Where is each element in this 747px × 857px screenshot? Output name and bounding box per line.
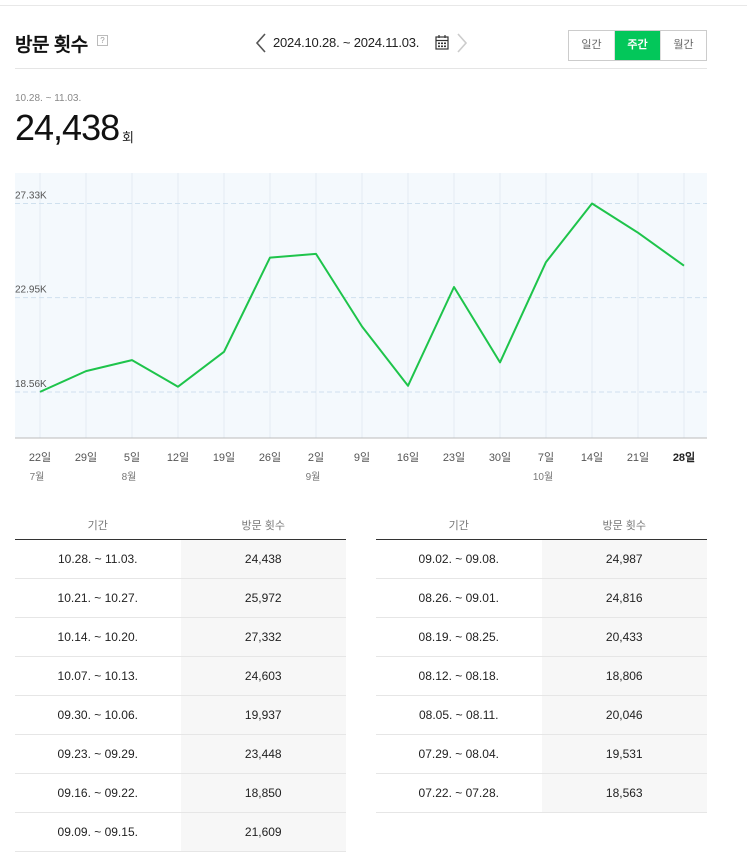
count-cell: 27,332 — [180, 618, 346, 656]
period-cell: 09.23. ~ 09.29. — [57, 747, 138, 761]
table-row: 09.09. ~ 09.15. 21,609 — [15, 813, 346, 852]
period-cell: 07.22. ~ 07.28. — [418, 786, 499, 800]
table-row: 08.26. ~ 09.01. 24,816 — [376, 579, 707, 618]
summary-range: 10.28. ~ 11.03. — [15, 93, 82, 104]
series-line — [39, 202, 685, 393]
period-cell: 09.16. ~ 09.22. — [57, 786, 138, 800]
x-month-label: 9월 — [306, 471, 321, 483]
date-range-label: 2024.10.28. ~ 2024.11.03. — [273, 35, 420, 50]
table-row: 09.02. ~ 09.08. 24,987 — [376, 540, 707, 579]
x-tick-label: 16일 — [397, 450, 419, 464]
period-weekly-button[interactable]: 주간 — [614, 31, 660, 60]
x-tick-label: 26일 — [259, 450, 281, 464]
x-tick-label: 22일 — [29, 450, 51, 464]
count-cell: 24,987 — [541, 540, 707, 578]
x-tick-label: 12일 — [167, 450, 189, 464]
period-cell: 09.09. ~ 09.15. — [57, 825, 138, 839]
period-cell: 09.02. ~ 09.08. — [418, 552, 499, 566]
period-cell: 10.21. ~ 10.27. — [57, 591, 138, 605]
count-cell: 18,850 — [180, 774, 346, 812]
count-cell: 21,609 — [180, 813, 346, 851]
count-cell: 20,433 — [541, 618, 707, 656]
table-row: 07.29. ~ 08.04. 19,531 — [376, 735, 707, 774]
table-row: 08.12. ~ 08.18. 18,806 — [376, 657, 707, 696]
header-divider — [15, 68, 707, 69]
period-cell: 10.14. ~ 10.20. — [57, 630, 138, 644]
visits-chart: 18.56K 22.95K 27.33K 22일 7월 29일 5일 8월 12일 19일 26일 2… — [0, 165, 747, 490]
count-cell: 19,531 — [541, 735, 707, 773]
x-tick-label: 14일 — [581, 450, 603, 464]
count-cell: 25,972 — [180, 579, 346, 617]
table-row: 09.23. ~ 09.29. 23,448 — [15, 735, 346, 774]
column-header-count: 방문 횟수 — [602, 520, 647, 532]
table-row: 10.14. ~ 10.20. 27,332 — [15, 618, 346, 657]
column-header-period: 기간 — [448, 520, 469, 532]
period-cell: 10.28. ~ 11.03. — [57, 552, 138, 566]
prev-period-button[interactable] — [253, 32, 271, 54]
period-cell: 09.30. ~ 10.06. — [57, 708, 138, 722]
table-row: 09.30. ~ 10.06. 19,937 — [15, 696, 346, 735]
table-row: 10.21. ~ 10.27. 25,972 — [15, 579, 346, 618]
y-tick-label: 22.95K — [15, 285, 47, 296]
y-tick-label: 27.33K — [15, 191, 47, 202]
page-title: 방문 횟수 — [15, 35, 88, 56]
x-tick-label: 7일 — [538, 450, 554, 464]
table-row: 10.28. ~ 11.03. 24,438 — [15, 540, 346, 579]
count-cell: 24,438 — [180, 540, 346, 578]
period-cell: 08.26. ~ 09.01. — [418, 591, 499, 605]
next-period-button[interactable] — [452, 32, 470, 54]
table-header: 기간 방문 횟수 — [15, 517, 346, 540]
period-cell: 08.12. ~ 08.18. — [418, 669, 499, 683]
table-row: 10.07. ~ 10.13. 24,603 — [15, 657, 346, 696]
column-header-period: 기간 — [87, 520, 108, 532]
period-monthly-button[interactable]: 월간 — [660, 31, 706, 60]
period-cell: 07.29. ~ 08.04. — [418, 747, 499, 761]
x-tick-label: 9일 — [354, 450, 370, 464]
x-tick-label: 19일 — [213, 450, 235, 464]
summary-unit: 회 — [122, 130, 134, 145]
x-tick-label: 23일 — [443, 450, 465, 464]
period-toggle: 일간 주간 월간 — [568, 30, 707, 61]
x-tick-label: 30일 — [489, 450, 511, 464]
table-header: 기간 방문 횟수 — [376, 517, 707, 540]
period-cell: 08.05. ~ 08.11. — [418, 708, 499, 722]
visits-table-right: 기간 방문 횟수 09.02. ~ 09.08. 24,987 08.26. ~ … — [376, 517, 707, 813]
calendar-icon[interactable] — [435, 34, 449, 50]
x-tick-label: 28일 — [673, 450, 695, 464]
x-tick-label: 29일 — [75, 450, 97, 464]
chevron-left-icon — [255, 33, 266, 53]
period-daily-button[interactable]: 일간 — [569, 31, 614, 60]
visits-table-left: 기간 방문 횟수 10.28. ~ 11.03. 24,438 10.21. ~ … — [15, 517, 346, 852]
table-row: 07.22. ~ 07.28. 18,563 — [376, 774, 707, 813]
x-tick-label: 2일 — [308, 450, 324, 464]
x-month-label: 10월 — [533, 471, 553, 483]
count-cell: 24,816 — [541, 579, 707, 617]
table-row: 08.19. ~ 08.25. 20,433 — [376, 618, 707, 657]
chevron-right-icon — [457, 33, 468, 53]
count-cell: 18,806 — [541, 657, 707, 695]
x-month-label: 7월 — [30, 471, 45, 483]
count-cell: 23,448 — [180, 735, 346, 773]
top-divider — [0, 5, 747, 6]
count-cell: 20,046 — [541, 696, 707, 734]
count-cell: 18,563 — [541, 774, 707, 812]
table-row: 09.16. ~ 09.22. 18,850 — [15, 774, 346, 813]
visits-line-chart: 18.56K 22.95K 27.33K 22일 7월 29일 5일 8월 12일 19일 26일 2… — [15, 173, 707, 483]
plot-area — [15, 173, 707, 438]
period-cell: 10.07. ~ 10.13. — [57, 669, 138, 683]
y-tick-label: 18.56K — [15, 379, 47, 390]
column-header-count: 방문 횟수 — [241, 520, 286, 532]
table-row: 08.05. ~ 08.11. 20,046 — [376, 696, 707, 735]
count-cell: 19,937 — [180, 696, 346, 734]
period-cell: 08.19. ~ 08.25. — [418, 630, 499, 644]
x-month-label: 8월 — [122, 471, 137, 483]
x-tick-label: 21일 — [627, 450, 649, 464]
help-icon[interactable]: ? — [97, 35, 108, 46]
count-cell: 24,603 — [180, 657, 346, 695]
x-tick-label: 5일 — [124, 450, 140, 464]
summary-value: 24,438 — [15, 107, 120, 148]
